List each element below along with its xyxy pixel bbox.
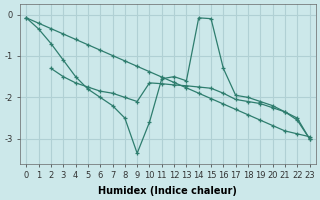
X-axis label: Humidex (Indice chaleur): Humidex (Indice chaleur): [99, 186, 237, 196]
